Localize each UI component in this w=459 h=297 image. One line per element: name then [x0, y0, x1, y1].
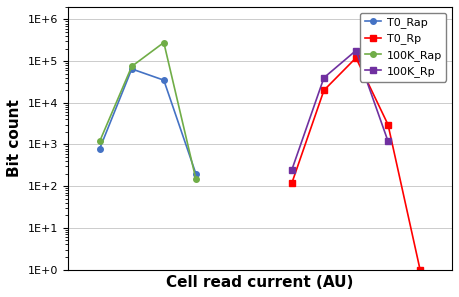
Line: T0_Rp: T0_Rp — [289, 55, 423, 272]
T0_Rp — [385, 123, 391, 127]
100K_Rp — [289, 168, 295, 171]
Y-axis label: Bit count: Bit count — [7, 99, 22, 177]
100K_Rp — [385, 139, 391, 143]
100K_Rap — [129, 64, 134, 68]
T0_Rap — [129, 67, 134, 71]
T0_Rap — [97, 147, 102, 150]
T0_Rap — [193, 172, 199, 176]
Line: T0_Rap: T0_Rap — [97, 66, 199, 176]
Line: 100K_Rap: 100K_Rap — [97, 40, 199, 181]
100K_Rap — [161, 41, 167, 44]
T0_Rp — [417, 268, 423, 271]
100K_Rp — [353, 49, 359, 52]
100K_Rp — [321, 76, 327, 80]
Line: 100K_Rp: 100K_Rp — [289, 48, 391, 172]
Legend: T0_Rap, T0_Rp, 100K_Rap, 100K_Rp: T0_Rap, T0_Rp, 100K_Rap, 100K_Rp — [360, 12, 447, 82]
T0_Rp — [353, 56, 359, 60]
X-axis label: Cell read current (AU): Cell read current (AU) — [166, 275, 353, 290]
100K_Rap — [97, 139, 102, 143]
T0_Rp — [321, 89, 327, 92]
T0_Rp — [289, 181, 295, 185]
T0_Rap — [161, 78, 167, 82]
100K_Rap — [193, 177, 199, 181]
